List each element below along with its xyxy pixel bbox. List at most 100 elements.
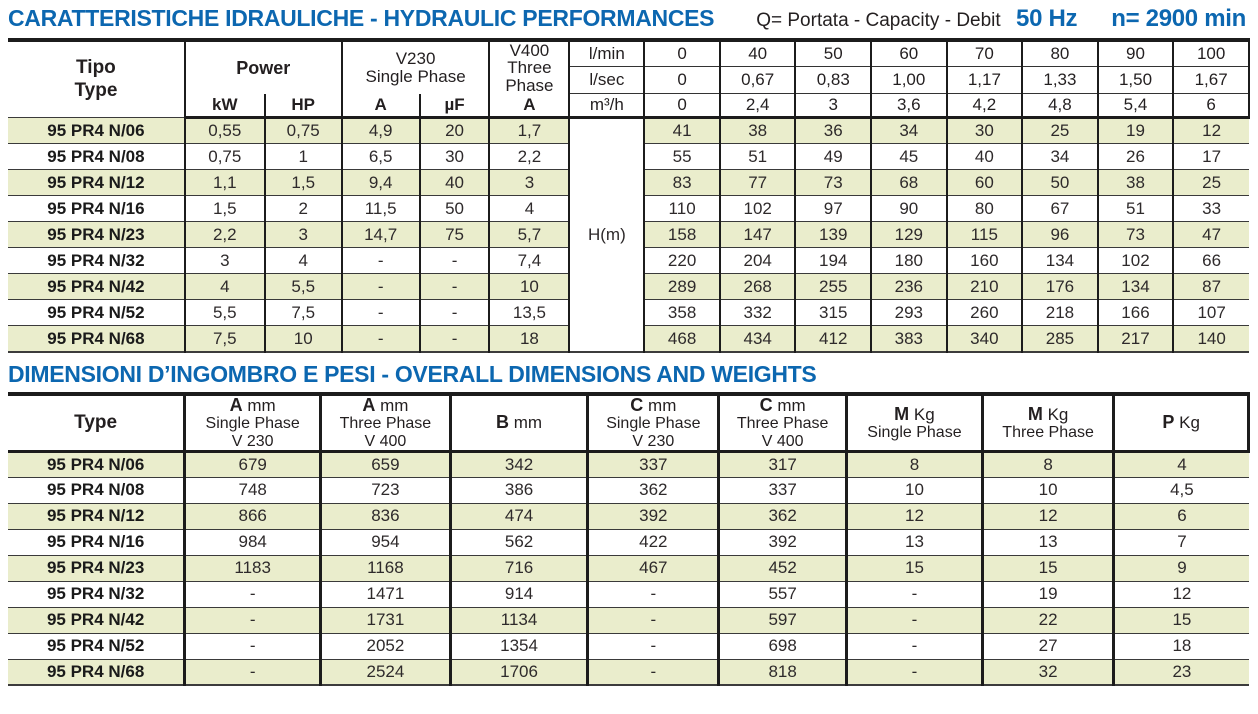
head-value: 293: [870, 299, 948, 326]
uf-value: -: [418, 273, 491, 300]
v400-label: V400: [509, 41, 550, 60]
dimensions-table-body: 95 PR4 N/06 679 659 342 337 317 8 8 4 95…: [8, 450, 1249, 686]
c-three-phase-value: 818: [717, 658, 849, 686]
m-single-phase-value: -: [845, 658, 984, 686]
head-value: 12: [1172, 117, 1249, 144]
dimension-unit: Kg: [1179, 413, 1200, 433]
uf-value: -: [418, 325, 491, 352]
m-three-phase-value: 22: [980, 606, 1116, 634]
c-single-phase-value: 362: [586, 476, 721, 504]
kw-value: 4: [183, 273, 266, 300]
head-value: 55: [643, 143, 721, 170]
flow-m3h-value: 6: [1172, 93, 1250, 120]
m-three-phase-value: 13: [980, 528, 1116, 556]
flow-lsec-value: 0,67: [718, 66, 797, 95]
head-value: 340: [945, 325, 1024, 352]
hp-value: 0,75: [263, 117, 343, 144]
pump-type: 95 PR4 N/23: [8, 221, 186, 248]
phase-label: Phase: [505, 75, 554, 94]
pump-type: 95 PR4 N/06: [8, 450, 187, 478]
head-value: 73: [1096, 221, 1175, 248]
p-value: 4: [1112, 450, 1249, 478]
amp-400-value: 1,7: [488, 117, 571, 144]
head-value: 412: [794, 325, 873, 352]
dimension-unit: Kg: [913, 404, 935, 424]
head-value: 289: [643, 273, 721, 300]
amp-230-value: -: [340, 325, 421, 352]
uf-value: 75: [418, 221, 491, 248]
col-header-amp-230: A: [340, 93, 421, 120]
b-value: 474: [448, 502, 590, 530]
kw-value: 0,75: [183, 143, 266, 170]
head-value: 67: [1021, 195, 1099, 222]
head-value: 40: [945, 143, 1024, 170]
amp-230-value: 9,4: [340, 169, 421, 196]
flow-lsec-value: 0,83: [794, 66, 873, 95]
head-value: 383: [870, 325, 948, 352]
dimension-voltage-label: V 230: [632, 432, 675, 450]
hydraulic-table-header: Tipo Type Power V230 Single Phase V400 T…: [8, 40, 1250, 120]
head-value: 140: [1172, 325, 1249, 352]
dimensions-weights-table: Type A mm Single Phase V 230 A mm Three …: [8, 391, 1250, 687]
p-value: 23: [1112, 658, 1249, 686]
dimensions-section-title: DIMENSIONI D’INGOMBRO E PESI - OVERALL D…: [8, 360, 817, 387]
a-three-phase-value: 836: [319, 502, 452, 530]
c-three-phase-value: 452: [717, 554, 849, 582]
hydraulic-row: 95 PR4 N/42 4 5,5 - - 10 289 268 255 236…: [8, 273, 1249, 300]
dimension-column-header: M Kg Three Phase: [980, 393, 1116, 453]
flow-lmin-value: 50: [794, 40, 873, 68]
dimension-phase-label: Three Phase: [1002, 424, 1094, 442]
dimension-phase-label: Single Phase: [205, 415, 300, 433]
col-header-amp-400: A: [488, 93, 571, 120]
flow-m3h-value: 2,4: [718, 93, 797, 120]
a-single-phase-value: 748: [183, 476, 323, 504]
dimensions-row: 95 PR4 N/16 984 954 562 422 392 13 13 7: [8, 528, 1249, 556]
head-value: 160: [945, 247, 1024, 274]
head-value: 30: [945, 117, 1024, 144]
dimension-letter: M: [1027, 403, 1043, 424]
head-value: 34: [1021, 143, 1099, 170]
dimension-letter: A: [362, 394, 376, 415]
flow-lsec-value: 0: [643, 66, 721, 95]
c-single-phase-value: -: [586, 632, 721, 660]
head-value: 47: [1172, 221, 1249, 248]
c-single-phase-value: -: [586, 580, 721, 608]
flow-m3h-value: 4,8: [1021, 93, 1099, 120]
uf-value: 20: [418, 117, 491, 144]
amp-230-value: -: [340, 273, 421, 300]
head-value: 34: [870, 117, 948, 144]
c-three-phase-value: 337: [717, 476, 849, 504]
head-value: 73: [794, 169, 873, 196]
flow-lmin-value: 0: [643, 40, 721, 68]
head-value: 45: [870, 143, 948, 170]
head-value: 96: [1021, 221, 1099, 248]
head-value: 332: [718, 299, 797, 326]
head-value: 51: [1096, 195, 1175, 222]
flow-m3h-value: 3,6: [870, 93, 948, 120]
c-three-phase-value: 392: [717, 528, 849, 556]
m-single-phase-value: 12: [845, 502, 984, 530]
head-value: 204: [718, 247, 797, 274]
head-value: 41: [643, 117, 721, 144]
frequency-label: 50 Hz: [1016, 5, 1078, 32]
head-value: 25: [1172, 169, 1249, 196]
c-single-phase-value: 467: [586, 554, 721, 582]
flow-m3h-value: 3: [794, 93, 873, 120]
head-value: 26: [1096, 143, 1175, 170]
dimension-column-header: B mm: [448, 393, 590, 453]
head-value: 220: [643, 247, 721, 274]
head-value: 83: [643, 169, 721, 196]
b-value: 1134: [448, 606, 590, 634]
a-single-phase-value: 1183: [183, 554, 323, 582]
a-single-phase-value: -: [183, 658, 323, 686]
dimension-voltage-label: V 230: [231, 432, 274, 450]
a-single-phase-value: 984: [183, 528, 323, 556]
three-label: Three: [507, 58, 552, 78]
head-meters-label: H(m): [568, 117, 646, 352]
unit-lmin: l/min: [568, 40, 646, 68]
amp-400-value: 4: [488, 195, 571, 222]
head-value: 210: [945, 273, 1024, 300]
dimension-letter: A: [229, 394, 243, 415]
head-value: 468: [643, 325, 721, 352]
